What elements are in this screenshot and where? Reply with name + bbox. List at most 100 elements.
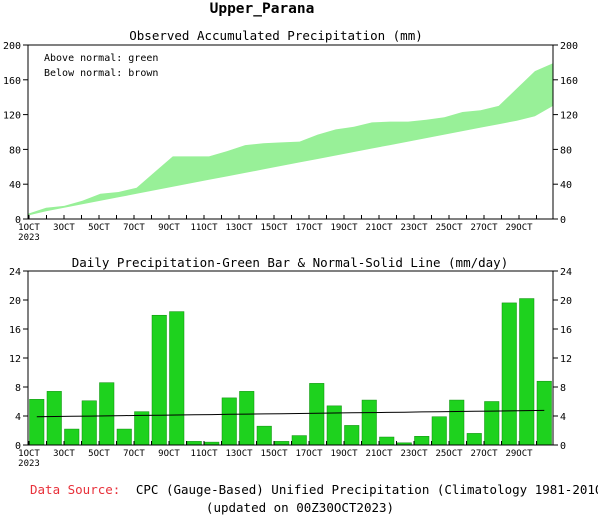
- x-tick-label: 1OCT: [18, 449, 40, 459]
- y-tick-label-left: 12: [9, 354, 21, 365]
- daily-bars: [29, 298, 552, 446]
- y-tick-label-left: 24: [9, 267, 21, 278]
- y-tick-label-right: 8: [560, 383, 566, 394]
- x-tick-label: 5OCT: [88, 223, 110, 233]
- y-tick-label-right: 12: [560, 354, 572, 365]
- y-tick-label-left: 80: [9, 145, 21, 156]
- x-tick-label: 17OCT: [295, 223, 323, 233]
- daily-bar: [256, 425, 272, 446]
- daily-bar: [151, 314, 167, 446]
- x-tick-label: 7OCT: [123, 449, 145, 459]
- x-tick-label: 23OCT: [400, 223, 428, 233]
- daily-bar: [291, 435, 307, 446]
- daily-bar: [449, 399, 465, 446]
- x-tick-label: 13OCT: [225, 449, 253, 459]
- legend-above-normal: Above normal: green: [44, 53, 158, 64]
- x-tick-label: 17OCT: [295, 449, 323, 459]
- x-tick-label: 3OCT: [53, 223, 75, 233]
- y-tick-label-right: 120: [560, 111, 578, 122]
- daily-bar: [379, 436, 395, 446]
- x-tick-label: 19OCT: [330, 449, 358, 459]
- accumulated-axes: 0 0 40 40 80 80 120 120 160 160 200 200 1OCT 3OCT 5OCT…: [3, 41, 578, 243]
- y-tick-label-right: 4: [560, 412, 566, 423]
- daily-bar: [466, 433, 482, 446]
- daily-bar: [81, 400, 97, 446]
- y-tick-label-right: 200: [560, 41, 578, 52]
- daily-bar: [186, 441, 202, 446]
- x-tick-label: 5OCT: [88, 449, 110, 459]
- y-tick-label-left: 16: [9, 325, 21, 336]
- daily-axes: 0 0 4 4 8 8 12 12 16 16 20 20 24 24 1OCT 3OCT 5OCT 7OCT 9O…: [9, 267, 572, 469]
- x-tick-year: 2023: [18, 233, 40, 243]
- accumulated-plot-frame: [27, 44, 554, 220]
- updated-text: (updated on 00Z30OCT2023): [206, 500, 394, 515]
- daily-bar: [344, 425, 360, 446]
- daily-bar: [29, 399, 45, 446]
- daily-bar: [501, 302, 517, 446]
- footer: Data Source: CPC (Gauge-Based) Unified P…: [30, 482, 598, 515]
- daily-bar: [361, 399, 377, 446]
- y-tick-label-right: 0: [560, 215, 566, 226]
- y-tick-label-right: 160: [560, 76, 578, 87]
- x-tick-label: 13OCT: [225, 223, 253, 233]
- x-tick-label: 19OCT: [330, 223, 358, 233]
- daily-bar: [46, 391, 62, 446]
- x-tick-label: 3OCT: [53, 449, 75, 459]
- x-tick-label: 25OCT: [435, 223, 463, 233]
- x-tick-label: 15OCT: [260, 449, 288, 459]
- daily-bar: [134, 411, 150, 446]
- accumulated-chart-title: Observed Accumulated Precipitation (mm): [129, 28, 423, 43]
- x-tick-label: 27OCT: [470, 449, 498, 459]
- daily-panel: Daily Precipitation-Green Bar & Normal-S…: [9, 255, 572, 469]
- daily-bar: [536, 380, 552, 446]
- daily-bar: [274, 441, 290, 446]
- y-tick-label-left: 0: [15, 441, 21, 452]
- daily-bar: [64, 428, 80, 446]
- x-tick-label: 7OCT: [123, 223, 145, 233]
- daily-bar: [414, 436, 430, 446]
- y-tick-label-left: 4: [15, 412, 21, 423]
- y-tick-label-left: 20: [9, 296, 21, 307]
- daily-chart-title: Daily Precipitation-Green Bar & Normal-S…: [72, 255, 509, 270]
- y-tick-label-left: 0: [15, 215, 21, 226]
- y-tick-label-right: 40: [560, 180, 572, 191]
- legend-below-normal: Below normal: brown: [44, 68, 158, 79]
- daily-bar: [519, 298, 535, 446]
- x-tick-label: 9OCT: [158, 223, 180, 233]
- data-source-label: Data Source:: [30, 482, 120, 497]
- daily-bar: [99, 382, 115, 446]
- data-source-line: Data Source: CPC (Gauge-Based) Unified P…: [30, 482, 598, 497]
- daily-bar: [116, 428, 132, 446]
- daily-bar: [221, 397, 237, 446]
- daily-bar: [169, 311, 185, 446]
- x-tick-label: 23OCT: [400, 449, 428, 459]
- y-tick-label-right: 24: [560, 267, 572, 278]
- above-normal-area: [28, 63, 553, 216]
- y-tick-label-left: 160: [3, 76, 21, 87]
- x-tick-label: 11OCT: [190, 223, 218, 233]
- y-tick-label-left: 40: [9, 180, 21, 191]
- y-tick-label-left: 120: [3, 111, 21, 122]
- y-tick-label-right: 0: [560, 441, 566, 452]
- y-tick-label-right: 80: [560, 145, 572, 156]
- x-tick-label: 9OCT: [158, 449, 180, 459]
- data-source-text: CPC (Gauge-Based) Unified Precipitation …: [136, 482, 598, 497]
- y-tick-label-left: 200: [3, 41, 21, 52]
- daily-bar: [326, 405, 342, 446]
- x-tick-label: 15OCT: [260, 223, 288, 233]
- x-tick-label: 29OCT: [505, 449, 533, 459]
- x-tick-label: 25OCT: [435, 449, 463, 459]
- normal-line: [36, 409, 545, 418]
- y-tick-label-right: 20: [560, 296, 572, 307]
- x-tick-label: 1OCT: [18, 223, 40, 233]
- x-tick-year: 2023: [18, 459, 40, 469]
- x-tick-label: 21OCT: [365, 449, 393, 459]
- accumulated-panel: Observed Accumulated Precipitation (mm) …: [3, 28, 578, 243]
- x-tick-label: 21OCT: [365, 223, 393, 233]
- daily-bar: [309, 383, 325, 446]
- x-tick-label: 29OCT: [505, 223, 533, 233]
- x-tick-label: 11OCT: [190, 449, 218, 459]
- daily-bar: [484, 401, 500, 446]
- x-tick-label: 27OCT: [470, 223, 498, 233]
